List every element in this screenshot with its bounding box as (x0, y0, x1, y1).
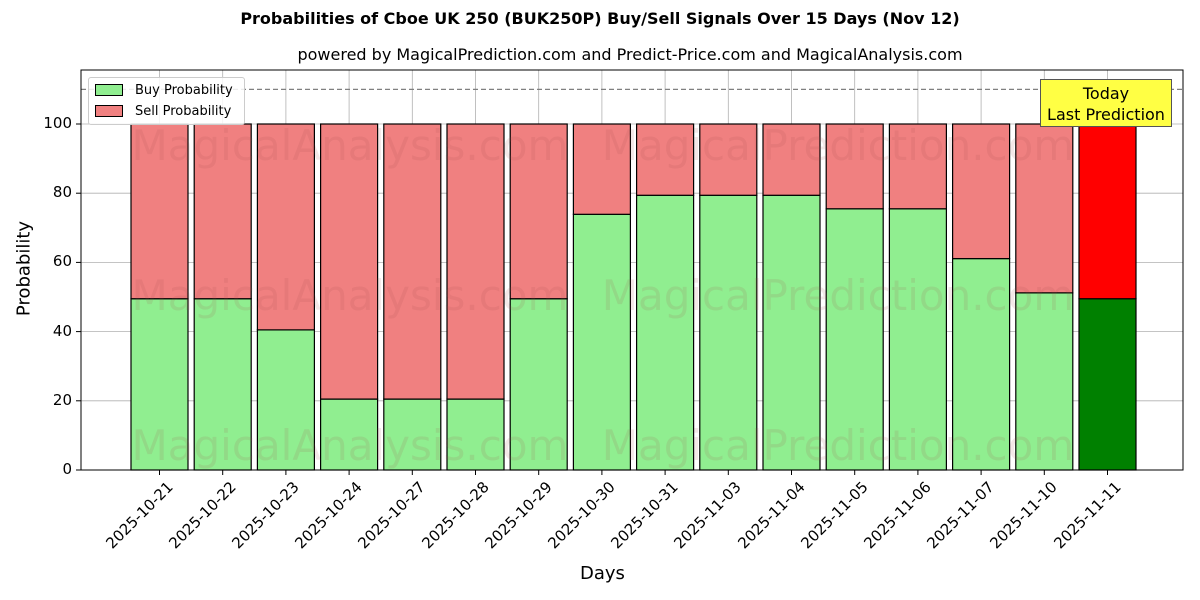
y-tick-label: 60 (52, 252, 72, 271)
buy-bar (320, 398, 379, 471)
sell-bar (699, 123, 758, 196)
sell-bar (193, 123, 252, 300)
legend: Buy Probability Sell Probability (88, 77, 245, 125)
buy-swatch-icon (95, 84, 123, 96)
sell-bar (572, 123, 632, 215)
sell-bar (951, 123, 1011, 260)
y-tick-label: 0 (62, 460, 72, 478)
annotation-line2: Last Prediction (1047, 105, 1165, 124)
chart-subtitle: powered by MagicalPrediction.com and Pre… (297, 45, 963, 64)
watermark: MagicalPrediction.com (602, 271, 1075, 320)
buy-bar (699, 194, 758, 471)
sell-bar (762, 123, 821, 196)
legend-label-buy: Buy Probability (135, 82, 233, 98)
x-axis-label: Days (580, 563, 625, 584)
buy-bar (509, 298, 568, 471)
sell-bar (888, 123, 948, 210)
sell-bar (256, 123, 315, 331)
chart-title: Probabilities of Cboe UK 250 (BUK250P) B… (240, 9, 960, 28)
watermark: MagicalAnalysis.com (132, 121, 569, 170)
y-tick-label: 80 (52, 183, 72, 202)
sell-bar (320, 123, 379, 400)
buy-bar (1015, 292, 1074, 471)
watermark: MagicalAnalysis.com (132, 421, 569, 470)
buy-bar (762, 194, 821, 471)
annotation-line1: Today (1082, 84, 1130, 103)
sell-bar (509, 123, 568, 300)
sell-swatch-icon (95, 105, 123, 117)
buy-bar (825, 208, 884, 471)
sell-bar (1078, 123, 1137, 300)
today-annotation: Today Last Prediction (1040, 79, 1172, 127)
sell-bar (1015, 123, 1074, 294)
buy-bar (572, 213, 632, 471)
legend-item-buy: Buy Probability (95, 82, 233, 98)
sell-bar (825, 123, 884, 210)
watermark: MagicalPrediction.com (602, 421, 1075, 470)
sell-bar (446, 123, 505, 400)
watermark: MagicalPrediction.com (602, 121, 1075, 170)
buy-bar (888, 208, 948, 471)
y-tick-label: 20 (52, 390, 72, 409)
buy-bar (1078, 298, 1137, 471)
legend-item-sell: Sell Probability (95, 103, 231, 119)
legend-label-sell: Sell Probability (135, 103, 232, 119)
y-tick-label: 40 (52, 321, 72, 340)
sell-bar (383, 123, 442, 400)
buy-bar (635, 194, 695, 471)
buy-bar (130, 298, 189, 471)
y-axis-label: Probability (13, 220, 35, 317)
y-tick-label: 100 (43, 114, 72, 132)
sell-bar (635, 123, 695, 196)
watermark: MagicalAnalysis.com (132, 271, 569, 320)
